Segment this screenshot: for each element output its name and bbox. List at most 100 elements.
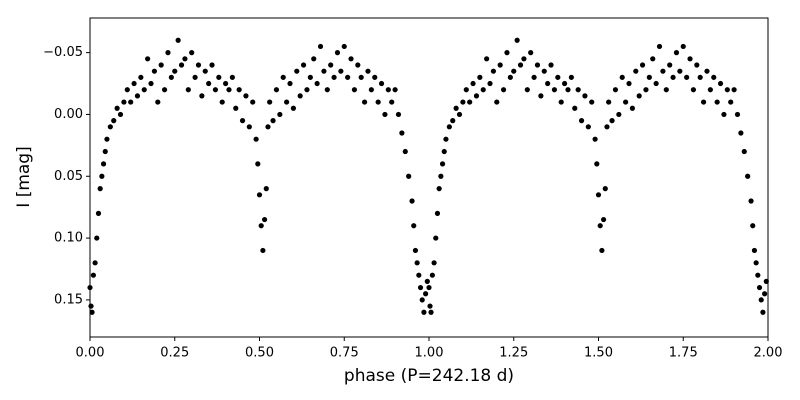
- data-point: [145, 56, 151, 62]
- data-point: [434, 210, 441, 216]
- data-point: [368, 87, 374, 93]
- data-point: [355, 62, 361, 68]
- data-point: [95, 210, 102, 216]
- data-point: [107, 124, 113, 130]
- data-point: [531, 74, 537, 80]
- data-point: [562, 80, 568, 87]
- data-point: [270, 118, 276, 124]
- data-point: [568, 74, 574, 80]
- data-point: [756, 284, 763, 291]
- data-point: [753, 260, 759, 266]
- data-point: [202, 68, 208, 74]
- data-point: [280, 74, 286, 80]
- data-point: [426, 284, 432, 291]
- data-point: [399, 130, 405, 136]
- data-point: [233, 105, 239, 111]
- data-point: [760, 309, 766, 315]
- data-point: [409, 198, 415, 204]
- data-point: [745, 173, 751, 179]
- data-point: [433, 235, 439, 241]
- data-point: [460, 99, 466, 105]
- data-point: [385, 87, 391, 93]
- data-point: [507, 74, 513, 80]
- data-point: [89, 309, 95, 315]
- data-point: [117, 111, 124, 118]
- data-point: [348, 56, 354, 62]
- data-point: [748, 198, 754, 204]
- data-point: [239, 118, 246, 124]
- data-point: [246, 124, 252, 130]
- x-axis-label: phase (P=242.18 d): [344, 366, 514, 386]
- y-tick-label: 0.10: [54, 231, 83, 246]
- data-point: [382, 111, 388, 118]
- data-point: [372, 74, 378, 80]
- data-point: [392, 87, 398, 93]
- data-point: [148, 80, 154, 87]
- data-point: [697, 74, 703, 80]
- data-point: [595, 192, 602, 198]
- data-point: [219, 99, 225, 105]
- data-point: [443, 136, 449, 142]
- data-point: [704, 68, 710, 74]
- data-point: [131, 80, 137, 87]
- data-point: [436, 186, 442, 192]
- data-point: [636, 93, 642, 99]
- data-point: [707, 87, 713, 93]
- x-tick-label: 2.00: [754, 346, 783, 361]
- data-point: [470, 80, 476, 87]
- data-point: [284, 99, 290, 105]
- data-point: [670, 74, 676, 80]
- data-point: [687, 56, 693, 62]
- data-point: [609, 118, 615, 124]
- data-point: [589, 99, 595, 105]
- data-point: [358, 74, 364, 80]
- data-point: [314, 80, 320, 87]
- data-point: [389, 99, 395, 105]
- data-point: [100, 161, 107, 167]
- x-tick-label: 0.75: [330, 346, 359, 361]
- data-point: [102, 148, 108, 155]
- data-point: [165, 50, 171, 56]
- data-point: [551, 87, 558, 93]
- data-point: [317, 43, 324, 50]
- data-point: [311, 56, 317, 62]
- data-point: [750, 223, 756, 229]
- data-point: [629, 105, 636, 111]
- data-point: [446, 124, 452, 130]
- data-point: [558, 99, 564, 105]
- data-point: [267, 99, 273, 105]
- data-point: [185, 87, 191, 93]
- data-point: [411, 223, 417, 229]
- data-point: [287, 80, 293, 87]
- data-point: [253, 136, 259, 142]
- data-point: [480, 87, 486, 93]
- x-tick-label: 0.25: [160, 346, 189, 361]
- x-tick-label: 1.75: [669, 346, 698, 361]
- data-point: [124, 87, 130, 93]
- data-point: [500, 87, 507, 93]
- data-point: [341, 43, 347, 50]
- data-point: [690, 87, 697, 93]
- data-point: [572, 105, 578, 111]
- data-point: [592, 136, 598, 142]
- data-point: [324, 87, 330, 93]
- data-point: [606, 99, 612, 105]
- data-point: [121, 99, 127, 105]
- data-point: [321, 68, 327, 74]
- data-point: [511, 68, 517, 74]
- data-point: [300, 62, 307, 68]
- data-point: [758, 297, 764, 303]
- data-point: [378, 80, 385, 87]
- data-point: [700, 99, 707, 105]
- data-point: [438, 173, 444, 179]
- data-point: [161, 87, 168, 93]
- data-point: [524, 87, 530, 93]
- data-point: [216, 74, 222, 80]
- data-point: [721, 111, 727, 118]
- data-point: [575, 87, 581, 93]
- data-point: [99, 173, 105, 179]
- data-point: [612, 87, 619, 93]
- data-point: [97, 186, 103, 192]
- data-point: [255, 161, 261, 167]
- data-point: [487, 80, 493, 87]
